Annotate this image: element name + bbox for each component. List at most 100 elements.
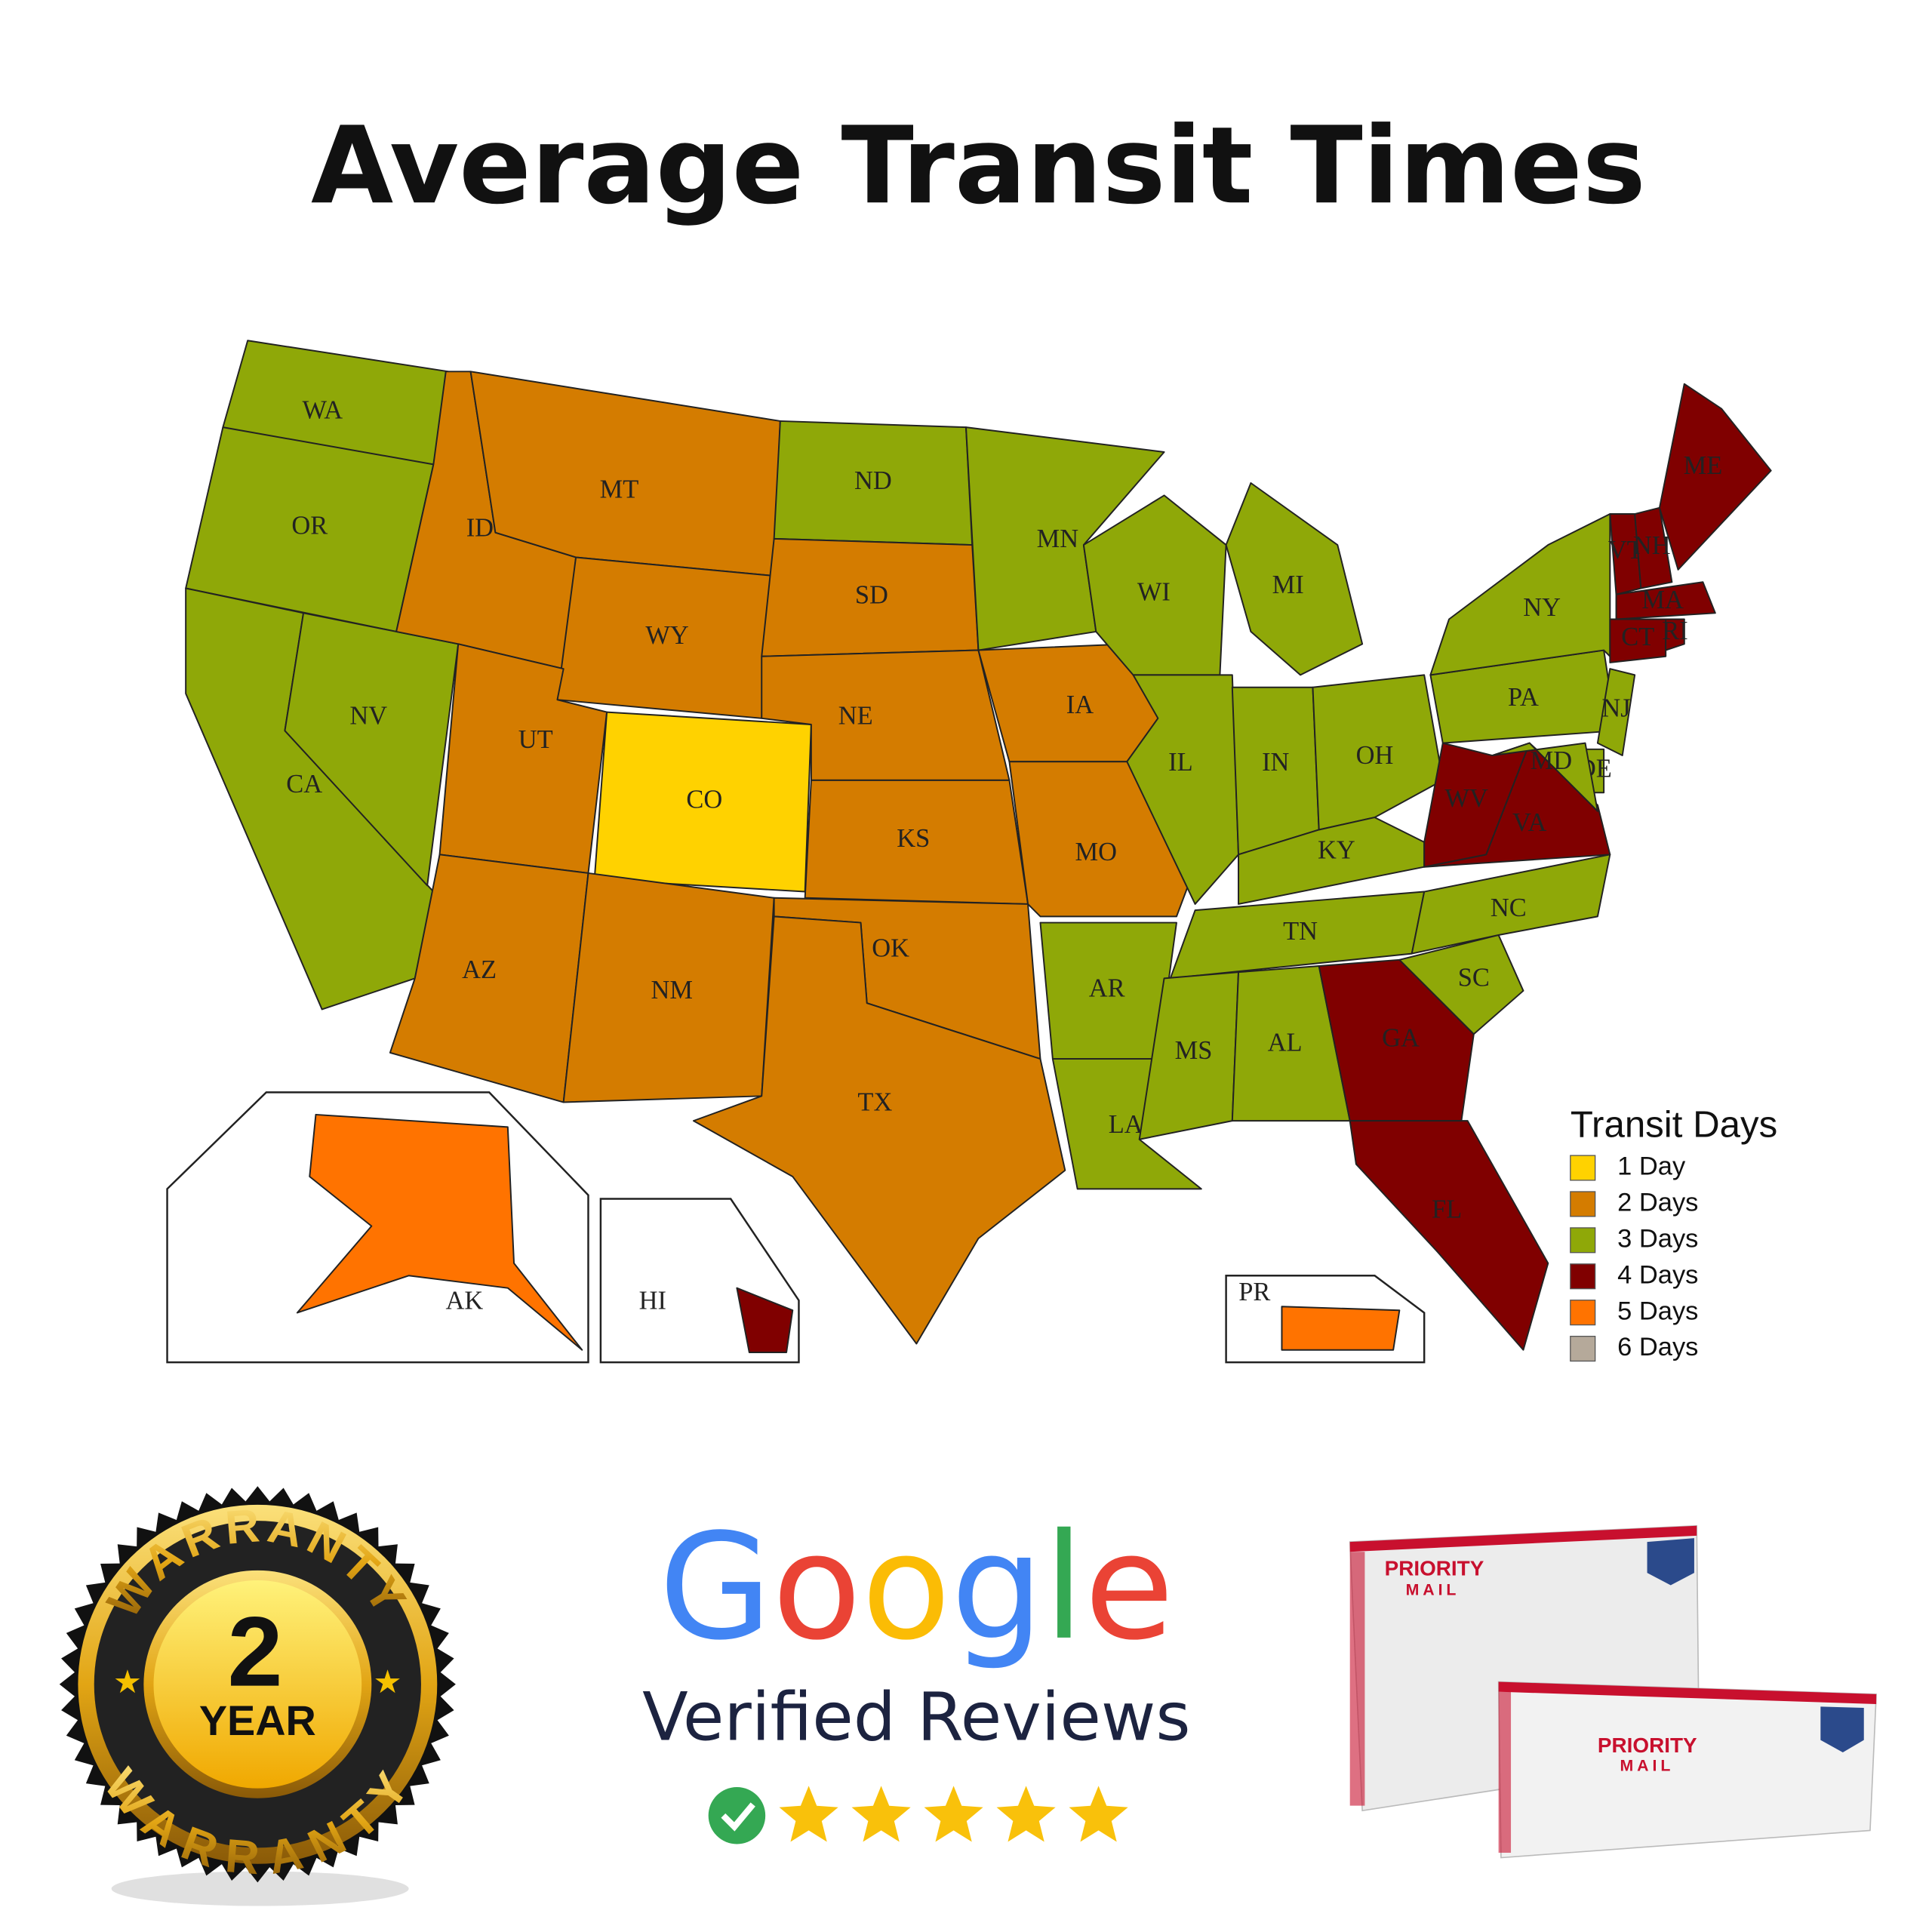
box-sub: MAIL bbox=[1406, 1581, 1460, 1599]
state bbox=[1491, 742, 1598, 812]
state-label: MS bbox=[1175, 1036, 1213, 1065]
box-sub: MAIL bbox=[1620, 1757, 1674, 1775]
google-letter: G bbox=[659, 1502, 772, 1672]
state bbox=[1615, 581, 1716, 620]
legend-swatch bbox=[1570, 1227, 1596, 1254]
state-label: CT bbox=[1621, 623, 1654, 651]
state-label: PR bbox=[1238, 1278, 1270, 1306]
star bbox=[851, 1786, 911, 1842]
state bbox=[1429, 513, 1611, 676]
state-label: VA bbox=[1512, 808, 1546, 837]
state-label: UT bbox=[518, 725, 553, 754]
google-letter: o bbox=[861, 1502, 950, 1672]
badge-shadow bbox=[111, 1871, 409, 1906]
state-label: PA bbox=[1508, 683, 1539, 712]
state-label: IA bbox=[1066, 691, 1094, 719]
state bbox=[1609, 618, 1667, 663]
box-front bbox=[1497, 1681, 1878, 1859]
box-shield bbox=[1820, 1706, 1864, 1753]
star bbox=[779, 1786, 838, 1842]
google-letter: l bbox=[1044, 1502, 1084, 1672]
state-label: MA bbox=[1641, 586, 1684, 614]
warranty-badge: WARRANTY WARRANTY 2 YEAR ★ ★ bbox=[59, 1486, 456, 1906]
state-label: AK bbox=[446, 1286, 484, 1315]
state bbox=[1349, 1120, 1549, 1351]
state bbox=[692, 915, 1066, 1345]
state-label: NC bbox=[1491, 894, 1527, 922]
check-circle bbox=[708, 1787, 766, 1844]
badge-number: 2 bbox=[228, 1596, 283, 1707]
legend-title: Transit Days bbox=[1571, 1103, 1777, 1145]
legend-label: 1 Day bbox=[1617, 1152, 1686, 1181]
state bbox=[1318, 958, 1475, 1122]
state-label: NY bbox=[1523, 593, 1561, 622]
state bbox=[736, 1287, 794, 1353]
state-label: AZ bbox=[462, 955, 497, 984]
state-label: GA bbox=[1382, 1023, 1420, 1052]
star bbox=[996, 1786, 1056, 1842]
state bbox=[1281, 1306, 1401, 1351]
box-stripe bbox=[1498, 1681, 1877, 1705]
google-letter: g bbox=[951, 1502, 1044, 1672]
state-label: NH bbox=[1633, 531, 1671, 560]
badge-unit: YEAR bbox=[199, 1697, 316, 1744]
state bbox=[1596, 668, 1636, 757]
legend-label: 6 Days bbox=[1617, 1333, 1698, 1361]
state-label: CO bbox=[686, 785, 722, 814]
state-label: WI bbox=[1137, 578, 1171, 607]
state-label: AL bbox=[1268, 1029, 1303, 1057]
state-label: TX bbox=[857, 1088, 892, 1117]
page-title: Average Transit Times bbox=[311, 104, 1646, 228]
state-label: MI bbox=[1272, 571, 1304, 599]
state bbox=[1665, 618, 1685, 651]
badge-star: ★ bbox=[374, 1664, 402, 1700]
state-label: LA bbox=[1109, 1110, 1143, 1139]
state-label: WA bbox=[303, 395, 343, 424]
state-label: ID bbox=[466, 513, 494, 542]
state-label: CA bbox=[286, 770, 322, 798]
state-label: NJ bbox=[1601, 694, 1630, 722]
state-label: SC bbox=[1458, 963, 1490, 992]
google-logo: Google bbox=[659, 1502, 1174, 1672]
state bbox=[1658, 383, 1772, 571]
check-mark bbox=[721, 1802, 755, 1832]
state-label: MN bbox=[1037, 525, 1079, 553]
state-label: WY bbox=[645, 621, 688, 650]
shipping-boxes: PRIORITY MAIL PRIORITY MAIL bbox=[1349, 1524, 1878, 1859]
legend-label: 5 Days bbox=[1617, 1297, 1698, 1325]
state-label: MD bbox=[1531, 746, 1573, 775]
legend-swatch bbox=[1570, 1155, 1596, 1181]
box-stripe bbox=[1349, 1525, 1697, 1552]
state bbox=[1634, 506, 1673, 589]
box-stripe bbox=[1349, 1552, 1365, 1806]
legend-label: 2 Days bbox=[1617, 1189, 1698, 1217]
legend-swatch bbox=[1570, 1300, 1596, 1326]
state-label: IL bbox=[1168, 748, 1193, 777]
google-letter: e bbox=[1084, 1502, 1174, 1672]
state bbox=[1051, 1058, 1202, 1190]
star-rating bbox=[779, 1786, 1128, 1842]
state-label: MT bbox=[600, 475, 639, 503]
legend-swatch bbox=[1570, 1263, 1596, 1290]
state-label: ME bbox=[1684, 451, 1723, 480]
box-shield bbox=[1647, 1538, 1694, 1586]
state-label: RI bbox=[1662, 617, 1687, 645]
state-label: KS bbox=[897, 824, 930, 853]
state-label: MO bbox=[1075, 838, 1118, 866]
state-label: HI bbox=[639, 1286, 666, 1315]
star bbox=[924, 1786, 983, 1842]
badge-center bbox=[153, 1580, 362, 1789]
reviews-badge: Google Verified Reviews bbox=[642, 1502, 1191, 1844]
state bbox=[1225, 482, 1364, 676]
state-label: NM bbox=[651, 976, 693, 1004]
state-label: SD bbox=[855, 581, 888, 610]
state-label: TN bbox=[1283, 917, 1318, 946]
google-letter: o bbox=[772, 1502, 861, 1672]
star bbox=[1069, 1786, 1128, 1842]
state bbox=[1411, 854, 1611, 955]
state-label: NE bbox=[838, 702, 873, 731]
box-stripe bbox=[1498, 1691, 1512, 1853]
us-map: WA OR CA NV ID MT WY UT CO AZ NM ND SD NE KS OK TX MN IA MO… bbox=[185, 340, 1772, 1353]
